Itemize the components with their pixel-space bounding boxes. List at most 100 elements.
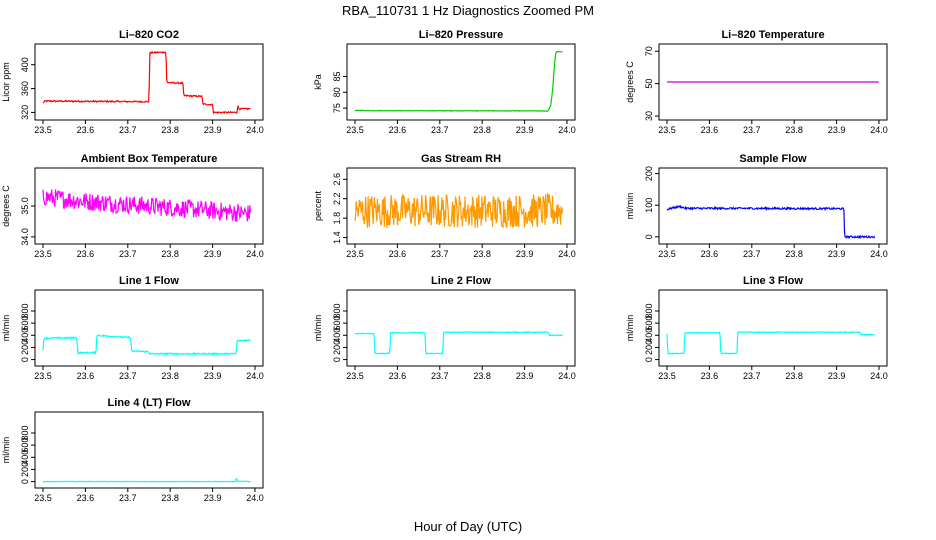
x-tick-label: 24.0 <box>558 371 576 381</box>
x-tick-label: 23.6 <box>701 249 719 259</box>
x-tick-label: 23.7 <box>119 125 137 135</box>
y-tick-label: 100 <box>644 198 654 213</box>
x-tick-label: 24.0 <box>870 249 888 259</box>
x-tick-label: 23.9 <box>204 125 222 135</box>
y-tick-label: 200 <box>20 462 30 477</box>
y-axis-label: degrees C <box>1 185 11 227</box>
x-tick-label: 23.6 <box>389 371 407 381</box>
x-tick-label: 24.0 <box>246 125 264 135</box>
x-tick-label: 23.6 <box>389 125 407 135</box>
series-line <box>354 331 563 355</box>
x-tick-label: 23.9 <box>828 249 846 259</box>
x-tick-label: 23.7 <box>743 125 761 135</box>
y-tick-label: 0 <box>20 357 30 362</box>
y-tick-label: 70 <box>644 46 654 56</box>
x-tick-label: 23.8 <box>785 249 803 259</box>
x-tick-label: 23.6 <box>77 125 95 135</box>
y-tick-label: 600 <box>332 316 342 331</box>
x-tick-label: 23.5 <box>658 125 676 135</box>
panel-title: Line 4 (LT) Flow <box>108 397 191 409</box>
y-tick-label: 1.8 <box>332 212 342 225</box>
series-line <box>354 192 564 229</box>
x-tick-label: 23.8 <box>785 125 803 135</box>
x-tick-label: 23.5 <box>658 249 676 259</box>
x-tick-label: 24.0 <box>558 249 576 259</box>
y-axis-label: ml/min <box>1 437 11 464</box>
series-line <box>42 189 252 222</box>
x-tick-label: 23.8 <box>161 493 179 503</box>
y-tick-label: 800 <box>20 425 30 440</box>
y-tick-label: 75 <box>332 103 342 113</box>
panel-title: Sample Flow <box>739 153 807 165</box>
x-tick-label: 23.5 <box>34 125 52 135</box>
x-tick-label: 23.9 <box>204 493 222 503</box>
y-tick-label: 80 <box>332 87 342 97</box>
y-tick-label: 30 <box>644 111 654 121</box>
x-tick-label: 23.5 <box>34 249 52 259</box>
y-tick-label: 360 <box>20 81 30 96</box>
x-tick-label: 23.8 <box>161 249 179 259</box>
y-axis-label: ml/min <box>1 315 11 342</box>
x-tick-label: 24.0 <box>558 125 576 135</box>
y-tick-label: 1.4 <box>332 231 342 244</box>
plot-frame <box>658 167 888 245</box>
x-tick-label: 23.9 <box>204 371 222 381</box>
y-tick-label: 200 <box>644 166 654 181</box>
y-tick-label: 0 <box>20 479 30 484</box>
x-tick-label: 23.8 <box>473 371 491 381</box>
x-tick-label: 23.7 <box>119 371 137 381</box>
y-tick-label: 600 <box>644 316 654 331</box>
plot-frame <box>658 289 888 367</box>
x-tick-label: 23.5 <box>346 249 364 259</box>
plot-frame <box>346 43 576 121</box>
x-tick-label: 23.8 <box>161 371 179 381</box>
y-tick-label: 800 <box>332 303 342 318</box>
y-axis-label: Licor ppm <box>1 62 11 102</box>
x-tick-label: 23.5 <box>346 125 364 135</box>
plot-frame <box>346 289 576 367</box>
panel-3: Li–820 Temperature 23.5 23.6 23.7 23.8 23.9 24… <box>625 29 888 135</box>
x-tick-label: 23.6 <box>389 249 407 259</box>
panel-10: Line 4 (LT) Flow 23.5 23.6 23.7 23.8 23.9 24.0… <box>1 397 264 503</box>
x-tick-label: 23.9 <box>828 371 846 381</box>
x-tick-label: 24.0 <box>870 371 888 381</box>
panel-5: Gas Stream RH 23.5 23.6 23.7 23.8 23.9 24.0 1.4… <box>313 153 576 259</box>
panel-2: Li–820 Pressure 23.5 23.6 23.7 23.8 23.9 24.0 7… <box>313 29 576 135</box>
plot-frame <box>34 289 264 367</box>
panel-title: Li–820 CO2 <box>119 29 179 41</box>
y-axis-label: percent <box>313 190 323 221</box>
panel-title: Line 2 Flow <box>431 275 491 287</box>
series-line <box>354 50 563 112</box>
x-tick-label: 23.9 <box>828 125 846 135</box>
x-tick-label: 23.6 <box>701 125 719 135</box>
y-axis-label: kPa <box>313 74 323 90</box>
x-tick-label: 23.5 <box>34 493 52 503</box>
y-axis-label: ml/min <box>625 315 635 342</box>
x-tick-label: 23.7 <box>119 493 137 503</box>
y-tick-label: 50 <box>644 79 654 89</box>
x-tick-label: 23.5 <box>658 371 676 381</box>
y-tick-label: 400 <box>20 57 30 72</box>
series-line <box>42 334 251 356</box>
figure-title: RBA_110731 1 Hz Diagnostics Zoomed PM <box>342 3 594 18</box>
x-tick-label: 24.0 <box>246 249 264 259</box>
series-line <box>42 50 251 115</box>
x-tick-label: 23.6 <box>77 371 95 381</box>
panel-title: Line 3 Flow <box>743 275 803 287</box>
y-tick-label: 0 <box>644 234 654 239</box>
y-tick-label: 85 <box>332 71 342 81</box>
x-tick-label: 23.9 <box>516 249 534 259</box>
x-tick-label: 23.5 <box>34 371 52 381</box>
x-tick-label: 23.5 <box>346 371 364 381</box>
y-tick-label: 200 <box>332 340 342 355</box>
y-tick-label: 0 <box>332 357 342 362</box>
y-tick-label: 600 <box>20 316 30 331</box>
x-tick-label: 23.8 <box>785 371 803 381</box>
y-tick-label: 200 <box>644 340 654 355</box>
panel-6: Sample Flow 23.5 23.6 23.7 23.8 23.9 24.0 0 100 2… <box>625 153 888 259</box>
plot-frame <box>346 167 576 245</box>
y-tick-label: 35.0 <box>20 197 30 215</box>
x-tick-label: 23.8 <box>161 125 179 135</box>
y-axis-label: ml/min <box>625 193 635 220</box>
y-tick-label: 2.6 <box>332 173 342 186</box>
